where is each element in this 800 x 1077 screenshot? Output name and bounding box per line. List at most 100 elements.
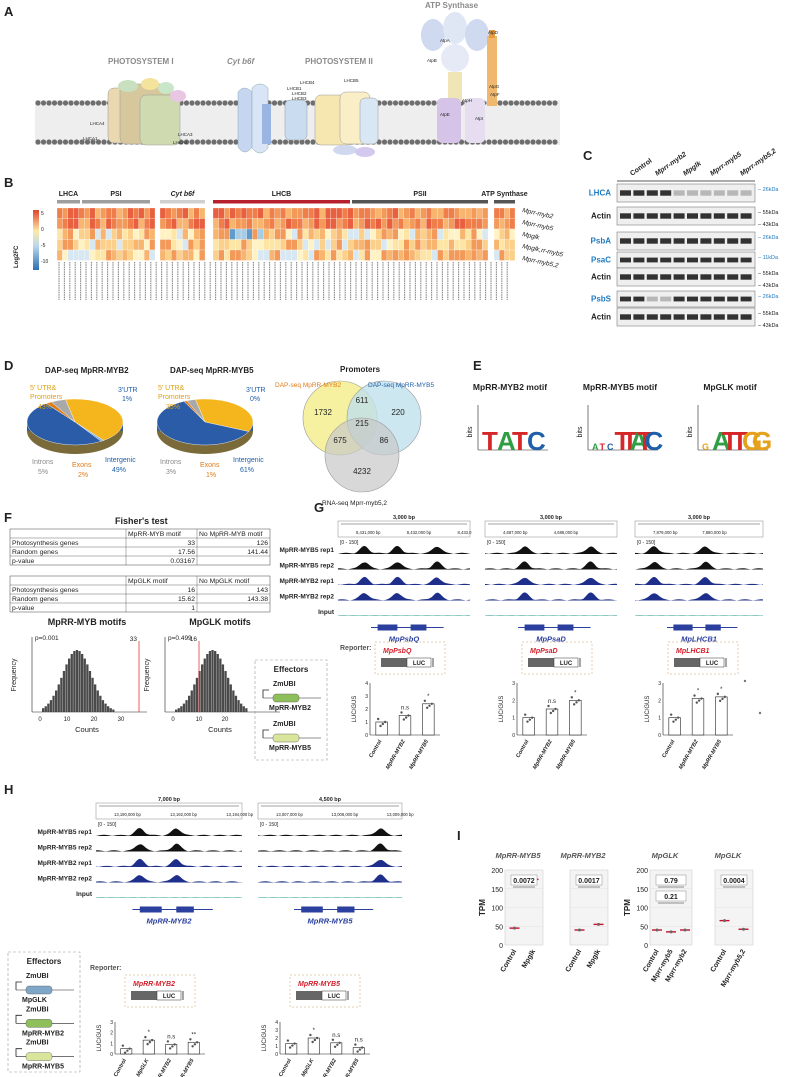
subunit-label: LHCA4 bbox=[90, 121, 105, 126]
motif-ylabel: bits bbox=[687, 426, 694, 437]
blot-band bbox=[620, 238, 631, 244]
heatmap-cell bbox=[509, 207, 516, 219]
heatmap-cell bbox=[67, 218, 74, 230]
heatmap-cell bbox=[448, 249, 455, 261]
coverage-track bbox=[338, 576, 470, 585]
heatmap-cell bbox=[235, 228, 242, 240]
heatmap-cell bbox=[375, 228, 382, 240]
heatmap-cell bbox=[370, 218, 376, 230]
bar-point bbox=[338, 1041, 341, 1045]
heatmap-cell bbox=[229, 218, 236, 230]
bar-point bbox=[423, 699, 427, 702]
table-cell: 141.44 bbox=[247, 549, 268, 556]
heatmap-cell bbox=[240, 249, 247, 261]
bar-point bbox=[171, 1045, 174, 1048]
blot-band bbox=[673, 213, 685, 219]
table-cell: 17.56 bbox=[178, 549, 195, 556]
blot-band bbox=[646, 238, 658, 244]
bar-category: MpRR-MYB2 bbox=[678, 739, 700, 771]
hist-bar bbox=[91, 677, 94, 712]
bar bbox=[307, 1037, 320, 1055]
heatmap-cell bbox=[182, 228, 189, 240]
hist-bar bbox=[55, 690, 58, 712]
heatmap-cell bbox=[409, 228, 416, 240]
heatmap-cell bbox=[94, 228, 101, 240]
heatmap-cell bbox=[431, 249, 438, 261]
heatmap-cell bbox=[133, 249, 139, 261]
heatmap-cell bbox=[182, 239, 189, 251]
heatmap-cell bbox=[476, 239, 483, 251]
heatmap-cell bbox=[84, 249, 90, 261]
heatmap-cell bbox=[291, 249, 298, 261]
bar bbox=[330, 1042, 343, 1055]
panel-f: F Fisher's test MpRR-MYB motif No MpRR-MY… bbox=[4, 510, 280, 734]
promoter-arrow bbox=[262, 689, 269, 698]
venn-count: 1732 bbox=[314, 408, 332, 417]
track-label: MpRR-MYB5 rep2 bbox=[37, 845, 92, 852]
heatmap-cell bbox=[448, 207, 455, 219]
heatmap-cell bbox=[285, 207, 292, 219]
heatmap-cell bbox=[459, 239, 466, 251]
heatmap-cell bbox=[235, 239, 242, 251]
heatmap-cell bbox=[319, 218, 326, 230]
heatmap-cell bbox=[414, 207, 421, 219]
reporter-promoter: MpPsaD bbox=[530, 648, 558, 655]
lipid-head bbox=[541, 139, 547, 145]
blot-band bbox=[727, 314, 739, 320]
blot-strip bbox=[616, 183, 756, 203]
hist-bar bbox=[44, 706, 47, 712]
tpm-tick: 0 bbox=[644, 943, 648, 950]
bar-significance: * bbox=[148, 1030, 151, 1036]
blot-band bbox=[660, 296, 672, 302]
protein-label: PsbS bbox=[591, 294, 612, 303]
hist-bar bbox=[195, 677, 199, 712]
heatmap-cell bbox=[504, 239, 510, 251]
gene-name: MpPsbQ bbox=[389, 635, 420, 644]
blot-band bbox=[740, 213, 752, 219]
tpm-category: Control bbox=[565, 948, 584, 973]
blot-band bbox=[727, 274, 739, 280]
effector-promoter: ZmUBI bbox=[273, 681, 296, 688]
reporter-promoter: MpLHCB1 bbox=[676, 648, 710, 655]
reporter-promoter-block bbox=[528, 658, 554, 667]
pie-label: 3'UTR bbox=[246, 387, 266, 394]
hist-bar bbox=[52, 695, 55, 712]
blot-band bbox=[646, 274, 658, 280]
bar-category: MpRR-MYB2 bbox=[151, 1058, 173, 1077]
subunit-label: AtpI bbox=[475, 116, 483, 121]
lipid-head bbox=[68, 100, 74, 106]
heatmap-cell bbox=[358, 249, 365, 261]
heatmap-cell bbox=[105, 207, 112, 219]
lipid-head bbox=[194, 139, 201, 145]
lipid-head bbox=[304, 139, 311, 145]
subunit-label: LHCB3 bbox=[292, 96, 307, 101]
heatmap-cell bbox=[212, 239, 219, 251]
heatmap-cell bbox=[224, 207, 230, 219]
lipid-head bbox=[508, 139, 514, 145]
coord-label: 8,431,000 bp bbox=[356, 530, 381, 535]
bar bbox=[691, 698, 705, 736]
coverage-track bbox=[258, 828, 402, 836]
bar-point bbox=[402, 718, 406, 721]
heatmap-cell bbox=[347, 239, 354, 251]
hist-bar bbox=[240, 703, 243, 712]
heatmap-cell bbox=[159, 249, 166, 261]
coverage-track bbox=[258, 843, 402, 852]
heatmap-cell bbox=[257, 228, 264, 240]
blot-band bbox=[633, 190, 645, 196]
bar-point bbox=[425, 706, 429, 709]
hist-bar bbox=[221, 664, 225, 712]
heatmap-cell bbox=[313, 249, 320, 261]
tpm-point bbox=[655, 928, 659, 932]
venn-title: Promoters bbox=[340, 365, 381, 374]
gene-name: MpLHCB1 bbox=[681, 635, 717, 644]
heatmap-cell bbox=[138, 218, 145, 230]
heatmap-cell bbox=[482, 207, 489, 219]
bar-ylabel: LUC/GUS bbox=[97, 1025, 103, 1052]
protein-label: PsaC bbox=[591, 255, 611, 264]
heatmap-cell bbox=[302, 218, 309, 230]
lipid-head bbox=[310, 139, 316, 145]
heatmap-cell bbox=[454, 218, 461, 230]
heatmap-cell bbox=[176, 228, 183, 240]
